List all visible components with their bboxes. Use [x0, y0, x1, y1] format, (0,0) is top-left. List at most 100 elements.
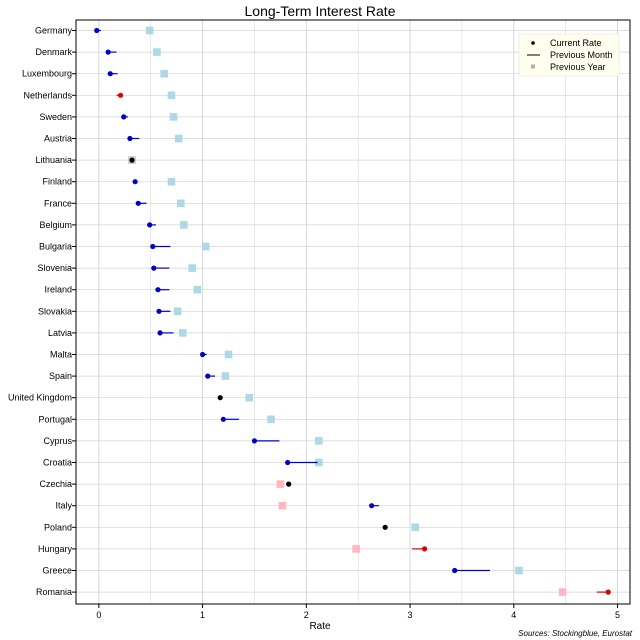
x-tick-label: 3: [408, 610, 413, 620]
current-rate-dot: [147, 222, 153, 228]
country-label: Portugal: [38, 414, 72, 424]
country-label: Luxembourg: [22, 69, 72, 79]
country-label: Germany: [35, 26, 73, 36]
country-label: Denmark: [35, 47, 72, 57]
previous-year-square: [167, 91, 176, 100]
x-tick-label: 1: [200, 610, 205, 620]
legend-current-marker: [531, 41, 535, 45]
country-label: Austria: [44, 134, 72, 144]
current-rate-dot: [157, 330, 163, 336]
legend-year-label: Previous Year: [550, 62, 606, 72]
country-label: France: [44, 198, 72, 208]
current-rate-dot: [129, 157, 135, 163]
current-rate-dot: [127, 135, 133, 142]
current-rate-dot: [421, 546, 428, 552]
previous-year-square: [352, 545, 360, 553]
country-label: Finland: [42, 177, 72, 187]
current-rate-dot: [132, 179, 138, 185]
previous-year-square: [174, 134, 183, 143]
source-note: Sources: Stockingblue, Eurostat: [518, 629, 633, 638]
previous-year-square: [278, 501, 287, 510]
country-label: Greece: [42, 566, 72, 576]
x-tick-label: 2: [304, 610, 309, 620]
country-label: Hungary: [38, 544, 73, 554]
country-label: Croatia: [43, 458, 72, 468]
previous-year-square: [145, 26, 154, 35]
country-label: Italy: [55, 501, 72, 511]
current-rate-dot: [150, 243, 156, 250]
previous-year-square: [193, 285, 202, 294]
legend-month-label: Previous Month: [550, 50, 613, 60]
current-rate-dot: [286, 481, 292, 487]
country-label: Poland: [44, 522, 72, 532]
country-label: Malta: [50, 350, 72, 360]
country-label: Lithuania: [35, 155, 72, 165]
country-label: Czechia: [39, 479, 72, 489]
current-rate-dot: [118, 92, 124, 98]
previous-year-square: [558, 588, 567, 596]
legend-current-label: Current Rate: [550, 38, 602, 48]
previous-year-square: [188, 264, 196, 272]
previous-year-square: [180, 221, 188, 229]
country-label: Ireland: [44, 285, 72, 295]
previous-year-square: [221, 372, 230, 380]
x-tick-label: 5: [615, 610, 620, 620]
previous-year-square: [224, 350, 233, 359]
current-rate-dot: [107, 71, 113, 77]
current-rate-dot: [452, 567, 458, 574]
chart-title: Long-Term Interest Rate: [245, 3, 396, 19]
previous-year-square: [169, 113, 178, 121]
legend-year-marker: [531, 64, 535, 69]
legend: Current Rate Previous Month Previous Yea…: [518, 33, 620, 77]
previous-year-square: [201, 242, 210, 251]
country-label: Romania: [36, 587, 72, 597]
previous-year-square: [411, 523, 420, 532]
country-label: Bulgaria: [39, 242, 72, 252]
previous-year-square: [160, 69, 168, 78]
previous-year-square: [176, 199, 185, 208]
current-rate-dot: [94, 27, 100, 34]
country-label: Spain: [49, 371, 72, 381]
previous-year-square: [314, 458, 323, 467]
current-rate-dot: [199, 351, 206, 358]
previous-year-square: [267, 415, 275, 424]
current-rate-dot: [151, 265, 157, 271]
previous-year-square: [167, 177, 176, 186]
data-marks: [94, 26, 611, 596]
current-rate-dot: [251, 438, 258, 444]
x-axis-labels: 0 1 2 3 4 5: [96, 604, 620, 620]
previous-year-square: [515, 566, 523, 575]
current-rate-dot: [121, 114, 127, 120]
current-rate-dot: [135, 200, 141, 206]
current-rate-dot: [155, 287, 161, 293]
current-rate-dot: [220, 416, 226, 422]
x-tick-label: 0: [96, 610, 101, 620]
current-rate-dot: [105, 49, 111, 55]
previous-year-square: [153, 48, 161, 56]
current-rate-dot: [156, 308, 162, 314]
previous-year-square: [179, 329, 187, 337]
previous-year-square: [276, 480, 285, 488]
country-label: Netherlands: [23, 90, 72, 100]
current-rate-dot: [382, 524, 388, 530]
country-label: Slovenia: [37, 263, 72, 273]
country-label: Belgium: [39, 220, 72, 230]
x-axis-title: Rate: [309, 621, 331, 632]
x-tick-label: 4: [511, 610, 516, 620]
previous-year-square: [245, 393, 254, 402]
current-rate-dot: [217, 395, 223, 401]
plot-border: [75, 19, 631, 605]
current-rate-dot: [605, 589, 611, 595]
country-label: United Kingdom: [8, 393, 72, 403]
previous-year-square: [314, 437, 323, 445]
country-label: Sweden: [39, 112, 72, 122]
country-label: Cyprus: [43, 436, 72, 446]
previous-year-square: [173, 307, 182, 316]
current-rate-dot: [285, 459, 291, 466]
y-axis-labels: Germany Denmark Luxembourg Netherlands Swede…: [8, 26, 76, 597]
country-label: Latvia: [48, 328, 72, 338]
current-rate-dot: [205, 373, 211, 379]
current-rate-dot: [369, 503, 375, 509]
country-label: Slovakia: [38, 306, 72, 316]
